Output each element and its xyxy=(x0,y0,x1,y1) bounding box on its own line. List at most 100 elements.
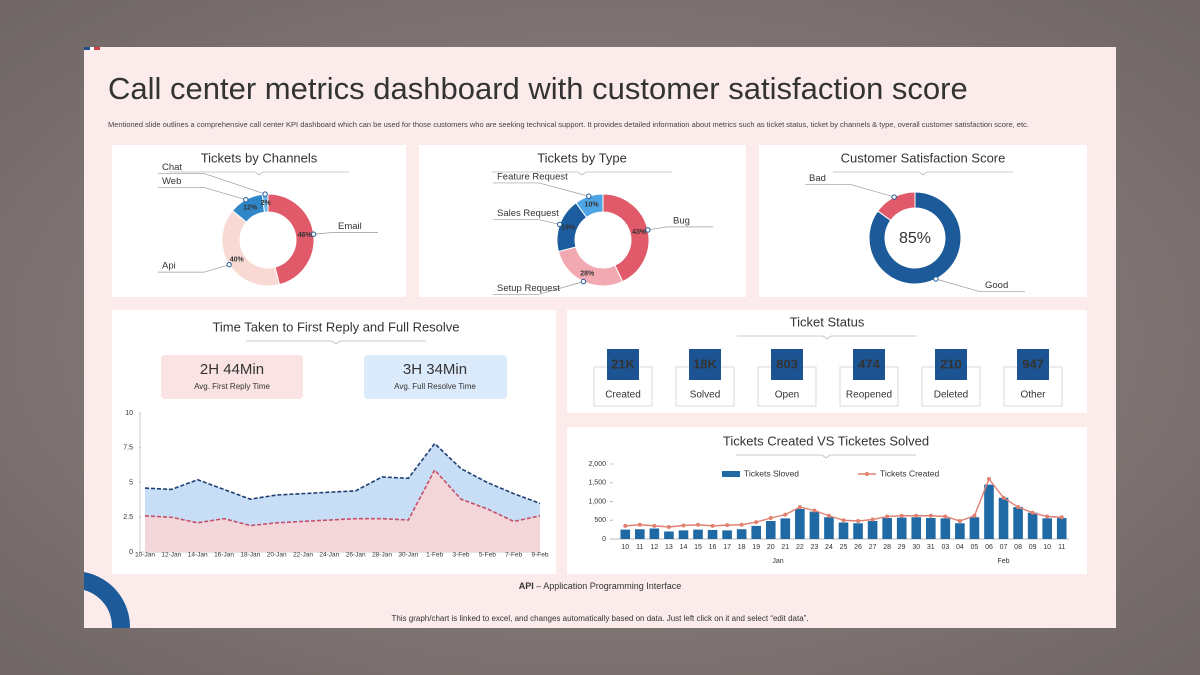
status-value-box xyxy=(689,349,721,380)
line-point xyxy=(1045,514,1050,519)
category-label: Chat xyxy=(162,162,182,173)
x-tick-label: 12 xyxy=(650,544,658,551)
status-value: 21K xyxy=(611,356,635,371)
line-point xyxy=(986,477,991,481)
x-tick-label: 12-Jan xyxy=(161,552,181,559)
bar xyxy=(1013,507,1023,539)
leader-line xyxy=(313,232,378,235)
title-underline xyxy=(492,171,672,176)
x-tick-label: 06 xyxy=(985,544,993,551)
bar xyxy=(984,484,994,539)
legend-label: Tickets Sloved xyxy=(744,468,799,478)
panel-title: Time Taken to First Reply and Full Resol… xyxy=(212,319,459,334)
bar xyxy=(809,511,820,539)
x-tick-label: 17 xyxy=(723,544,731,551)
status-label: Other xyxy=(1020,390,1046,401)
x-tick-label: 10 xyxy=(621,544,629,551)
y-tick-label: 2,000 xyxy=(588,461,606,468)
x-tick-label: 11 xyxy=(1058,544,1065,551)
line-point xyxy=(797,505,802,510)
leader-dot xyxy=(310,231,317,237)
category-label: Setup Request xyxy=(497,283,560,294)
bar xyxy=(882,518,892,539)
panel-title: Tickets by Type xyxy=(537,150,627,165)
status-label: Open xyxy=(775,390,799,401)
line-point xyxy=(666,525,671,529)
y-tick-label: 0 xyxy=(129,549,133,556)
leader-dot xyxy=(933,276,939,282)
value-label: 10% xyxy=(585,202,600,209)
status-value-box xyxy=(1017,349,1049,380)
leader-dot xyxy=(557,221,563,228)
series-line xyxy=(144,442,541,505)
title-underline xyxy=(169,171,349,176)
donut-slice xyxy=(575,193,604,219)
bar xyxy=(693,529,703,539)
line-point xyxy=(914,513,919,518)
x-tick-label: 29 xyxy=(898,544,906,551)
x-tick-label: 26 xyxy=(854,544,862,551)
category-label: Feature Request xyxy=(497,171,568,182)
category-label: Bug xyxy=(673,215,690,226)
series-line xyxy=(144,468,541,527)
bar xyxy=(838,522,849,539)
line-point xyxy=(928,513,933,518)
leader-dot xyxy=(586,193,592,199)
bar xyxy=(795,509,805,539)
status-value: 18K xyxy=(693,356,717,371)
status-label: Deleted xyxy=(934,390,968,401)
bar xyxy=(969,517,980,539)
bar xyxy=(824,517,834,539)
leader-line xyxy=(158,264,230,273)
status-value-box xyxy=(771,349,803,380)
line-point xyxy=(826,513,831,518)
title-underline xyxy=(833,171,1013,176)
x-tick-label: 18-Jan xyxy=(240,552,260,559)
x-group-label: Feb xyxy=(998,558,1010,565)
panel-title: Ticket Status xyxy=(790,314,865,329)
x-tick-label: 08 xyxy=(1014,544,1022,551)
donut-slice xyxy=(221,209,281,287)
line-point xyxy=(972,513,977,518)
line-point xyxy=(943,514,948,519)
legend-swatch xyxy=(722,471,740,477)
leader-dot xyxy=(580,278,587,285)
bar xyxy=(955,523,965,539)
line-point xyxy=(957,519,962,523)
line-point xyxy=(652,523,657,528)
line-point xyxy=(637,522,642,527)
x-tick-label: 27 xyxy=(869,544,877,551)
area-fill xyxy=(145,469,540,552)
y-tick-label: 7.5 xyxy=(123,445,133,452)
status-value: 474 xyxy=(858,356,880,371)
bar xyxy=(678,530,689,539)
value-label: 12% xyxy=(243,204,258,211)
status-value: 947 xyxy=(1022,356,1044,371)
y-tick-label: 500 xyxy=(594,517,606,524)
line-point xyxy=(1016,505,1021,510)
status-label: Solved xyxy=(690,390,721,401)
leader-line xyxy=(647,226,713,231)
bar xyxy=(649,528,660,539)
line-point xyxy=(812,508,817,513)
x-tick-label: 26-Jan xyxy=(346,552,366,559)
x-tick-label: 07 xyxy=(1000,544,1008,551)
kpi-label: Avg. First Reply Time xyxy=(194,382,270,391)
flag-mark xyxy=(94,47,100,50)
leader-line xyxy=(158,173,266,195)
x-tick-label: 04 xyxy=(956,544,964,551)
category-label: Email xyxy=(338,221,362,232)
line-point xyxy=(841,518,846,523)
kpi-box xyxy=(364,355,507,399)
value-label: 2% xyxy=(261,200,272,207)
title-underline xyxy=(246,340,426,345)
x-tick-label: 31 xyxy=(927,544,935,551)
kpi-box xyxy=(161,355,303,399)
x-tick-label: 16-Jan xyxy=(214,552,234,559)
x-tick-label: 20-Jan xyxy=(267,552,287,559)
x-tick-label: 19 xyxy=(752,544,760,551)
x-tick-label: 24-Jan xyxy=(319,552,339,559)
panel-title: Customer Satisfaction Score xyxy=(841,150,1006,165)
x-tick-label: 28-Jan xyxy=(372,552,392,559)
